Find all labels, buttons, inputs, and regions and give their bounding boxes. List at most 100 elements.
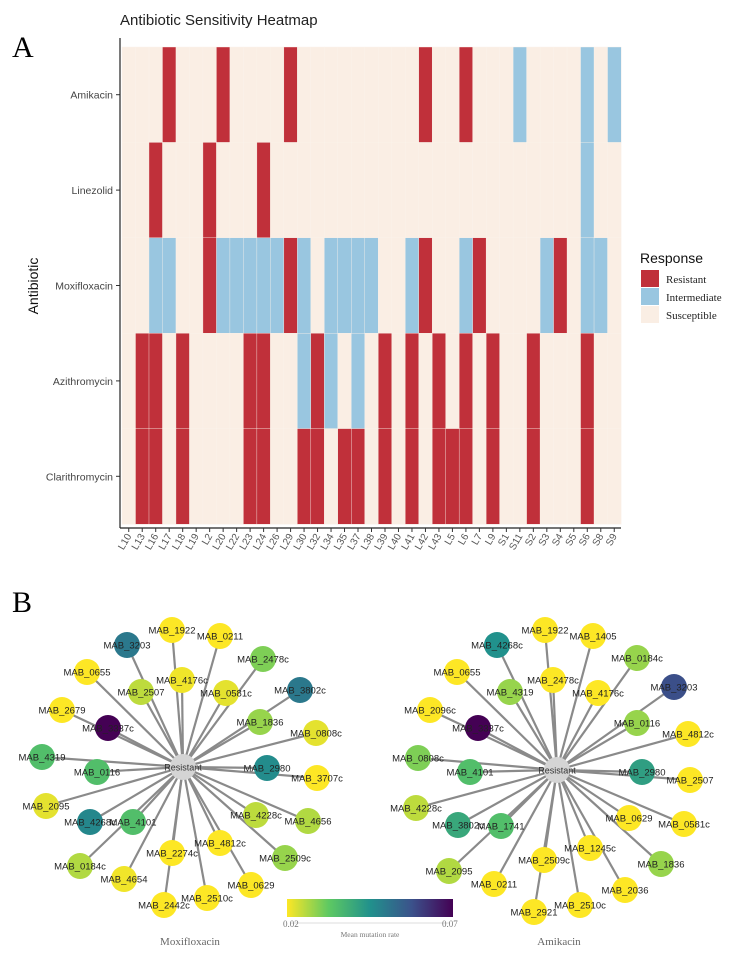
network-edge (182, 692, 227, 768)
heatmap-cell (566, 46, 582, 143)
heatmap-cell (526, 428, 541, 525)
heatmap-cell (418, 428, 433, 525)
network-edge (556, 686, 675, 771)
gene-node (254, 755, 280, 781)
gene-node-label: MAB_2980 (243, 764, 290, 775)
gene-node (74, 659, 100, 685)
gene-node-label: MAB_3337c (82, 724, 134, 735)
heatmap-cell (297, 142, 312, 239)
heatmap-cell (243, 46, 258, 143)
gene-node (531, 847, 557, 873)
heatmap-cell (593, 142, 609, 239)
gene-node-label: MAB_2096c (404, 706, 456, 717)
gene-node (624, 710, 650, 736)
gene-node (403, 795, 429, 821)
heatmap-cell (121, 428, 136, 525)
heatmap-cell (539, 237, 555, 334)
network-edge (182, 766, 257, 816)
gene-node-label: MAB_4268c (64, 818, 116, 829)
x-tick-label: L2 (200, 532, 215, 548)
heatmap-cell (445, 333, 460, 430)
gene-node-label: MAB_4101 (109, 818, 156, 829)
heatmap-cell (162, 333, 177, 430)
gene-node (159, 840, 185, 866)
heatmap-cell (243, 142, 258, 239)
heatmap-cell (337, 237, 352, 334)
heatmap-cell (593, 46, 609, 143)
heatmap-cell (458, 428, 474, 525)
heatmap-cell (431, 333, 447, 430)
network-moxifloxacin: MAB_1922 MAB_3203 MAB_0211 MAB_2478c MAB_065… (18, 617, 343, 918)
gene-node-label: MAB_4319 (18, 753, 65, 764)
x-tick-label: L6 (456, 532, 471, 548)
heatmap-cell (499, 46, 514, 143)
heatmap-cell (283, 46, 298, 143)
heatmap-cell (512, 46, 528, 143)
heatmap-cell (580, 237, 595, 334)
heatmap-cell (378, 142, 393, 239)
gene-node-label: MAB_0808c (290, 729, 342, 740)
center-node (544, 757, 570, 783)
heatmap-cell (189, 237, 204, 334)
gene-node-label: MAB_2507 (666, 776, 713, 787)
heatmap-cell (189, 46, 204, 143)
network-edge (96, 765, 184, 774)
heatmap-cell (431, 46, 447, 143)
gene-node (159, 617, 185, 643)
panel-label-b: B (12, 586, 32, 619)
heatmap-cell (364, 428, 379, 525)
gene-node (151, 892, 177, 918)
gene-node (445, 812, 471, 838)
network-edge (469, 768, 558, 774)
gene-node-label: MAB_3337c (452, 724, 504, 735)
heatmap-cell (135, 142, 150, 239)
gene-node (457, 759, 483, 785)
heatmap-cell (580, 428, 595, 525)
heatmap-cell (539, 428, 555, 525)
x-tick-label: S4 (550, 532, 566, 548)
heatmap-cell (148, 142, 163, 239)
gene-node-label: MAB_1836 (637, 860, 684, 871)
gene-node-label: MAB_0581c (200, 689, 252, 700)
heatmap-cell (499, 333, 514, 430)
heatmap-cell (553, 333, 568, 430)
network-amikacin: MAB_1922 MAB_4268c MAB_1405 MAB_0184c MAB_06… (390, 617, 714, 925)
network-edge (417, 756, 558, 772)
heatmap-cell (297, 333, 312, 430)
x-tick-label: S6 (577, 532, 593, 548)
gene-node (120, 809, 146, 835)
gene-node-label: MAB_1836 (236, 718, 283, 729)
heatmap-cell (566, 237, 582, 334)
y-axis-title: Antibiotic (25, 258, 41, 315)
network-edge (41, 755, 184, 769)
heatmap-cell (175, 333, 190, 430)
gene-node (207, 830, 233, 856)
heatmap-cell (566, 428, 582, 525)
heatmap-cell (256, 333, 271, 430)
gene-node-label: MAB_4656 (284, 817, 331, 828)
network-edge (555, 769, 592, 849)
legend-label: Resistant (666, 274, 706, 286)
heatmap-cell (526, 237, 541, 334)
heatmap-cell (607, 46, 622, 143)
heatmap-cell (256, 46, 271, 143)
network-edge (556, 768, 685, 826)
heatmap-cell (391, 428, 406, 525)
gene-node-label: MAB_3203 (103, 641, 150, 652)
heatmap-cell (526, 142, 541, 239)
gene-node-label: MAB_0116 (74, 768, 120, 779)
gene-node-label: MAB_0655 (433, 668, 480, 679)
heatmap-cell (216, 46, 231, 143)
gene-node (111, 866, 137, 892)
heatmap-cell (458, 142, 474, 239)
gene-node (675, 721, 701, 747)
network-edge (140, 691, 184, 768)
heatmap-cell (243, 333, 258, 430)
network-edge (182, 658, 264, 768)
network-edge (556, 769, 626, 891)
colorbar-gradient (287, 899, 453, 917)
colorbar-max: 0.07 (442, 919, 458, 929)
gene-node (567, 892, 593, 918)
gene-node-label: MAB_1922 (148, 626, 195, 637)
gene-node (29, 744, 55, 770)
